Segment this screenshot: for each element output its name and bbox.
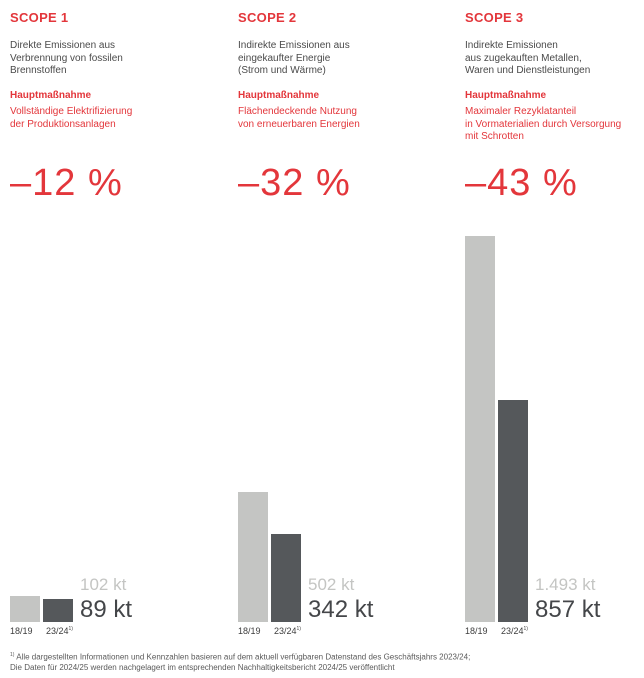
value-label-23-24: 342 kt — [308, 596, 374, 623]
tick-label: 23/241) — [274, 626, 301, 636]
footnote-text: Alle dargestellten Informationen und Ken… — [10, 652, 471, 672]
measure-text: Flächendeckende Nutzung von erneuerbaren… — [238, 106, 360, 130]
value-label-23-24: 89 kt — [80, 596, 133, 623]
tick-footnote-marker: 1) — [68, 626, 73, 632]
tick-footnote-marker: 1) — [523, 626, 528, 632]
value-label-23-24: 857 kt — [535, 596, 601, 623]
footnote-marker: 1) — [10, 652, 15, 658]
bar-23-24 — [43, 599, 73, 622]
tick-label: 18/19 — [238, 626, 261, 636]
scope-title: SCOPE 1 — [10, 10, 69, 25]
bar-18-19 — [238, 492, 268, 622]
tick-text: 23/24 — [274, 626, 297, 636]
change-percent: –12 % — [10, 162, 123, 204]
scope-column-2: SCOPE 2 Indirekte Emissionen aus eingekau… — [238, 0, 423, 640]
tick-label: 18/19 — [465, 626, 488, 636]
bar-23-24 — [498, 400, 528, 622]
tick-text: 23/24 — [501, 626, 524, 636]
tick-label: 23/241) — [46, 626, 73, 636]
measure-label: Hauptmaßnahme — [238, 90, 320, 101]
tick-label: 18/19 — [10, 626, 33, 636]
bar-18-19 — [10, 596, 40, 622]
tick-text: 18/19 — [10, 626, 33, 636]
bar-23-24 — [271, 534, 301, 622]
measure-label: Hauptmaßnahme — [465, 90, 547, 101]
tick-text: 18/19 — [465, 626, 488, 636]
tick-text: 18/19 — [238, 626, 261, 636]
scope-description: Indirekte Emissionen aus eingekaufter En… — [238, 40, 350, 76]
scope-column-3: SCOPE 3 Indirekte Emissionen aus zugekauf… — [465, 0, 644, 640]
value-label-18-19: 1.493 kt — [535, 575, 596, 594]
scope-column-1: SCOPE 1 Direkte Emissionen aus Verbrennun… — [10, 0, 195, 640]
change-percent: –43 % — [465, 162, 578, 204]
change-percent: –32 % — [238, 162, 351, 204]
scope-title: SCOPE 3 — [465, 10, 524, 25]
measure-label: Hauptmaßnahme — [10, 90, 92, 101]
value-label-18-19: 102 kt — [80, 575, 127, 594]
tick-text: 23/24 — [46, 626, 69, 636]
scope-title: SCOPE 2 — [238, 10, 297, 25]
measure-text: Maximaler Rezyklatanteil in Vormateriali… — [465, 106, 622, 142]
value-label-18-19: 502 kt — [308, 575, 355, 594]
scope-description: Indirekte Emissionen aus zugekauften Met… — [465, 40, 591, 76]
tick-footnote-marker: 1) — [296, 626, 301, 632]
tick-label: 23/241) — [501, 626, 528, 636]
footnote: 1) Alle dargestellten Informationen und … — [10, 650, 630, 673]
scope-description: Direkte Emissionen aus Verbrennung von f… — [10, 40, 123, 76]
measure-text: Vollständige Elektrifizierung der Produk… — [10, 106, 133, 130]
bar-18-19 — [465, 236, 495, 622]
